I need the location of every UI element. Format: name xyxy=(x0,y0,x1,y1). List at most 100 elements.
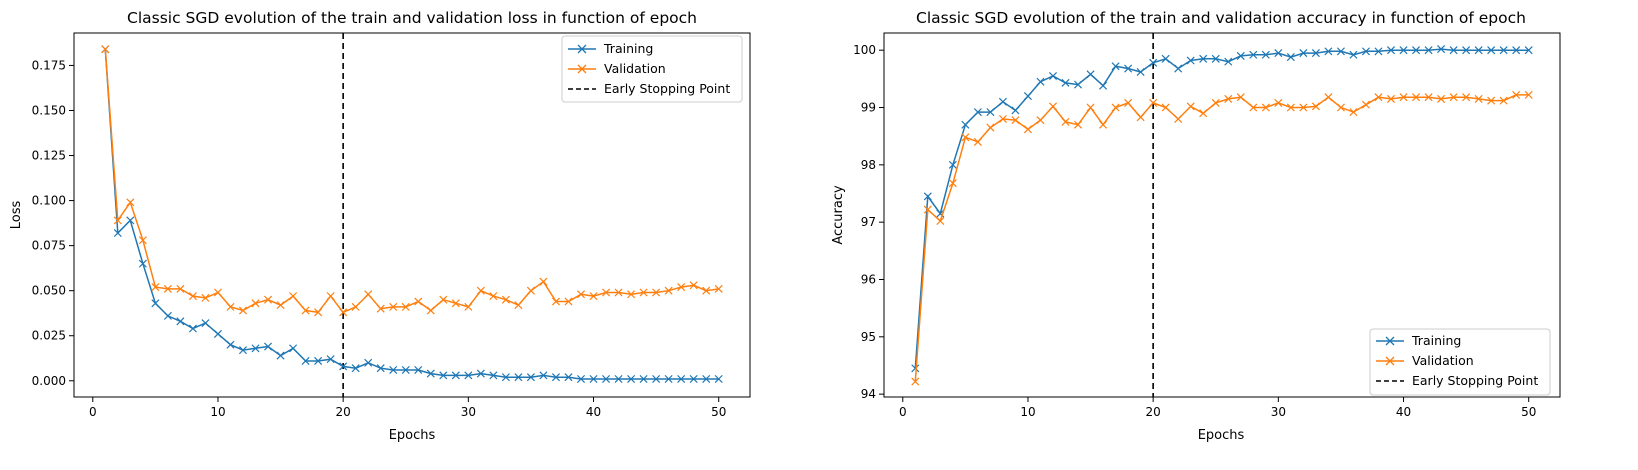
loss-training-point xyxy=(138,259,147,268)
accuracy-training-point xyxy=(1524,46,1533,55)
accuracy-validation-point xyxy=(1011,116,1020,125)
accuracy-validation-point xyxy=(1161,103,1170,112)
loss-validation-point xyxy=(677,283,686,292)
accuracy-validation-point xyxy=(923,205,932,214)
loss-validation-point xyxy=(539,277,548,286)
loss-y-tick-label: 0.025 xyxy=(32,329,66,343)
accuracy-training-point xyxy=(1211,54,1220,63)
accuracy-training-point xyxy=(1249,50,1258,59)
loss-legend-label-training: Training xyxy=(603,41,653,56)
loss-chart-title: Classic SGD evolution of the train and v… xyxy=(127,9,697,27)
loss-training-point xyxy=(289,344,298,353)
loss-validation-point xyxy=(526,286,535,295)
accuracy-validation-point xyxy=(1449,93,1458,102)
accuracy-training-point xyxy=(1023,92,1032,101)
loss-legend-box xyxy=(561,35,743,103)
accuracy-training-point xyxy=(948,160,957,169)
loss-training-point xyxy=(414,365,423,374)
accuracy-training-point xyxy=(1462,46,1471,55)
accuracy-legend-item-validation: Validation xyxy=(1376,353,1474,368)
accuracy-training-point xyxy=(1086,70,1095,79)
accuracy-training-point xyxy=(1199,54,1208,63)
accuracy-y-tick-label: 98 xyxy=(861,158,876,172)
accuracy-x-tick-label: 20 xyxy=(1146,405,1161,419)
loss-x-tick-label: 30 xyxy=(461,405,476,419)
loss-training-point xyxy=(514,373,523,382)
accuracy-validation-point xyxy=(1349,108,1358,117)
accuracy-validation-point xyxy=(1286,103,1295,112)
accuracy-legend-marker-validation xyxy=(1385,356,1395,366)
accuracy-training-point xyxy=(1349,50,1358,59)
accuracy-training-point xyxy=(1048,71,1058,81)
accuracy-validation-point xyxy=(1299,103,1308,112)
accuracy-legend-marker-training xyxy=(1385,336,1395,346)
loss-training-point xyxy=(176,317,185,326)
accuracy-plot-area: 0 10 20 30 40 50 94 95 96 97 98 99 100 xyxy=(853,32,1561,419)
accuracy-training-point xyxy=(1412,46,1421,55)
loss-x-tick-label: 50 xyxy=(711,405,726,419)
accuracy-y-tick-label: 95 xyxy=(861,330,876,344)
loss-validation-point xyxy=(614,288,623,297)
accuracy-validation-point xyxy=(1324,93,1333,102)
loss-training-point xyxy=(589,374,598,384)
loss-x-tick-label: 20 xyxy=(336,405,351,419)
accuracy-training-point xyxy=(1149,58,1158,67)
accuracy-validation-point xyxy=(1111,103,1120,112)
loss-validation-point xyxy=(389,302,398,311)
loss-training-point xyxy=(339,362,348,371)
loss-x-tick-label: 0 xyxy=(89,405,97,419)
accuracy-validation-point xyxy=(911,377,920,386)
accuracy-training-point xyxy=(1399,46,1408,55)
accuracy-training-point xyxy=(1099,81,1108,90)
accuracy-training-point xyxy=(1124,64,1133,73)
accuracy-training-point xyxy=(1286,53,1295,62)
accuracy-training-point xyxy=(1386,46,1396,55)
accuracy-validation-point xyxy=(1499,96,1508,105)
loss-training-point xyxy=(501,373,510,382)
loss-training-point xyxy=(702,374,711,384)
loss-training-point xyxy=(264,342,273,351)
accuracy-validation-point xyxy=(1174,114,1183,124)
accuracy-training-point xyxy=(961,120,970,129)
loss-training-point xyxy=(226,340,235,349)
loss-training-point xyxy=(326,355,335,364)
loss-validation-point xyxy=(138,236,147,245)
loss-validation-point xyxy=(251,299,260,308)
loss-training-point xyxy=(551,373,560,382)
loss-training-point xyxy=(652,374,661,384)
loss-training-point xyxy=(576,374,586,384)
accuracy-validation-point xyxy=(1512,90,1521,99)
loss-training-point xyxy=(714,374,723,384)
loss-legend-item-training: Training xyxy=(568,41,653,56)
loss-legend-label-validation: Validation xyxy=(604,61,666,76)
loss-validation-point xyxy=(664,286,673,295)
loss-validation-point xyxy=(714,284,723,293)
loss-training-point xyxy=(251,344,260,353)
loss-legend-item-validation: Validation xyxy=(568,61,666,76)
accuracy-training-point xyxy=(1336,47,1345,56)
accuracy-validation-point xyxy=(1086,103,1095,112)
accuracy-y-tick-label: 100 xyxy=(853,43,876,57)
accuracy-validation-point xyxy=(1399,93,1408,102)
accuracy-training-point xyxy=(986,108,995,117)
accuracy-training-point xyxy=(1036,77,1045,86)
loss-validation-line xyxy=(104,49,719,314)
loss-training-point xyxy=(301,356,310,365)
accuracy-validation-point xyxy=(1099,120,1108,129)
accuracy-validation-point xyxy=(936,216,945,226)
accuracy-validation-point xyxy=(1236,93,1245,102)
loss-training-point xyxy=(426,369,435,378)
accuracy-x-tick-label: 40 xyxy=(1396,405,1411,419)
loss-training-point xyxy=(314,356,323,365)
accuracy-y-tick-label: 99 xyxy=(861,101,876,115)
loss-validation-point xyxy=(151,283,160,292)
loss-validation-point xyxy=(126,198,135,207)
accuracy-training-point xyxy=(1512,46,1521,55)
loss-validation-point xyxy=(501,295,510,304)
loss-axes-frame xyxy=(73,32,751,398)
accuracy-training-point xyxy=(1499,46,1508,55)
accuracy-x-tick-label: 0 xyxy=(899,405,907,419)
accuracy-legend-label-training: Training xyxy=(1411,333,1461,348)
accuracy-validation-point xyxy=(973,137,982,146)
